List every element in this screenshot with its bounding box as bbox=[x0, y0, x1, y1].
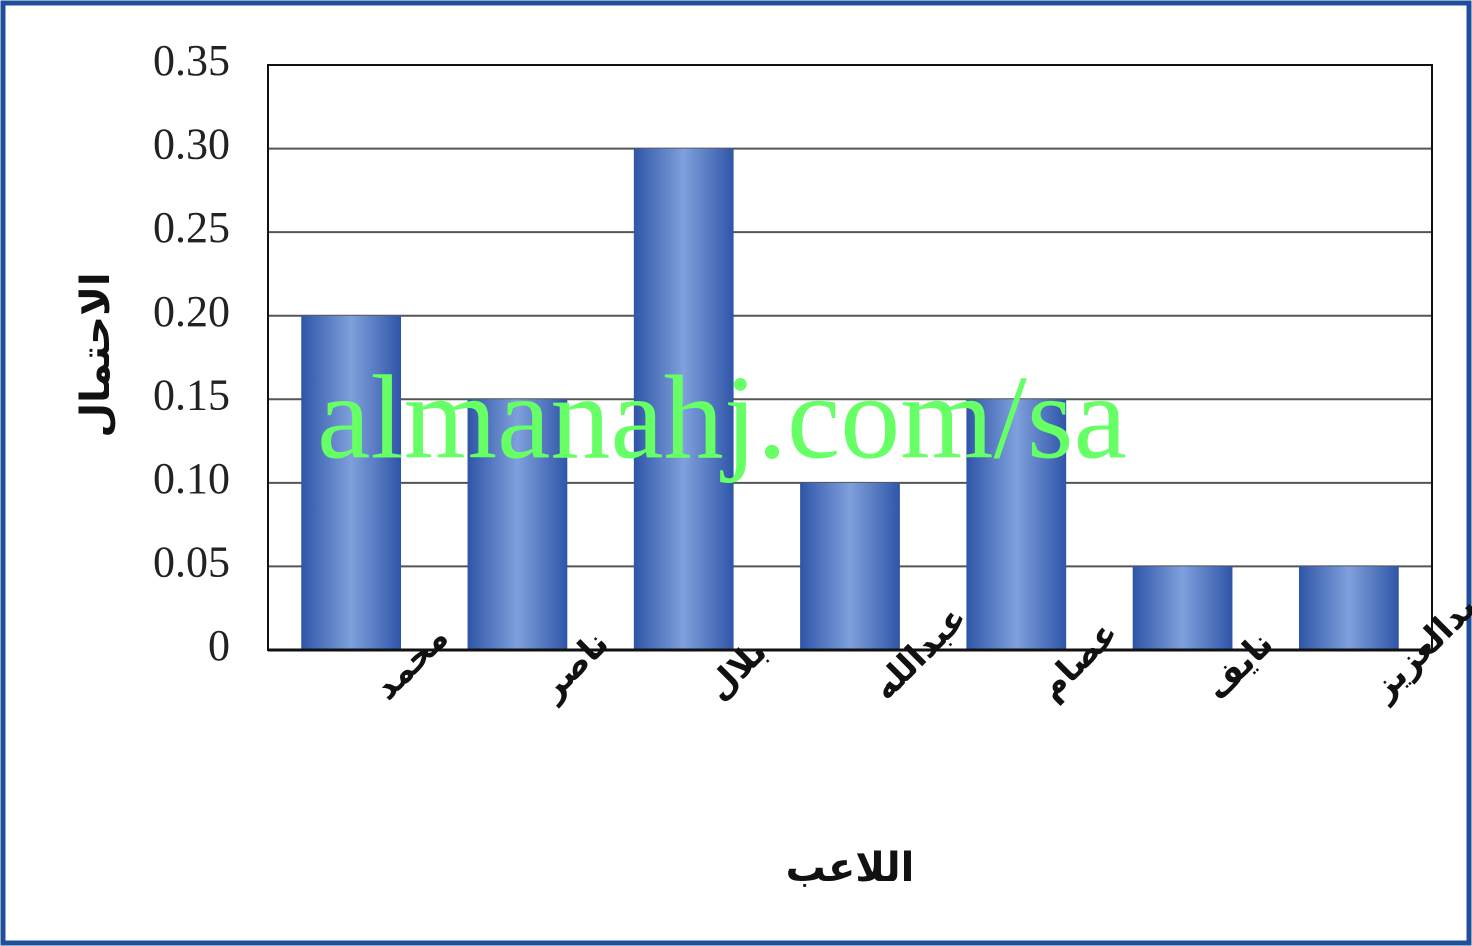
y-tick-label: 0.15 bbox=[153, 370, 230, 419]
bar bbox=[800, 482, 900, 650]
bar bbox=[1132, 566, 1233, 650]
x-axis-label: اللاعب bbox=[786, 845, 915, 891]
y-tick-label: 0 bbox=[208, 621, 230, 670]
bar bbox=[633, 148, 734, 651]
y-tick-label: 0.25 bbox=[153, 203, 230, 252]
bar bbox=[301, 315, 402, 650]
bar bbox=[1298, 566, 1399, 650]
watermark: almanahj.com/sa bbox=[317, 351, 1127, 484]
y-tick-label: 0.20 bbox=[153, 287, 230, 336]
y-tick-label: 0.30 bbox=[153, 120, 230, 169]
bar bbox=[467, 399, 568, 650]
y-tick-label: 0.10 bbox=[153, 454, 230, 503]
y-axis-label: الاحتمال bbox=[73, 272, 119, 437]
y-tick-label: 0.05 bbox=[153, 538, 230, 587]
y-tick-label: 0.35 bbox=[153, 36, 230, 85]
bar bbox=[966, 399, 1067, 650]
